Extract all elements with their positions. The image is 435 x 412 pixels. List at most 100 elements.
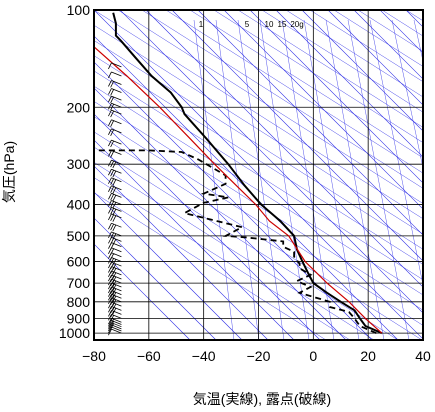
dry-adiabat-line bbox=[353, 10, 423, 80]
x-tick-label: −80 bbox=[82, 348, 106, 364]
wind-barb bbox=[108, 237, 122, 246]
y-axis-label: 気圧(hPa) bbox=[1, 141, 17, 203]
wind-barb bbox=[108, 200, 122, 209]
mixing-ratio-line bbox=[391, 19, 423, 170]
x-axis-label: 気温(実線), 露点(破線) bbox=[193, 391, 331, 407]
mixing-ratio-labels: 1 5 10 15 20g bbox=[199, 20, 304, 29]
x-tick-label: −40 bbox=[192, 348, 216, 364]
dry-adiabat-line bbox=[301, 10, 423, 132]
wind-barb bbox=[108, 278, 122, 288]
wind-barb bbox=[108, 88, 122, 96]
wind-barb bbox=[108, 139, 122, 148]
mixing-ratio-label: 1 bbox=[199, 20, 204, 29]
dry-adiabat-line bbox=[94, 35, 399, 340]
dry-adiabat-line bbox=[94, 191, 243, 340]
dry-adiabat-line bbox=[171, 10, 423, 262]
moist-adiabat-line bbox=[381, 10, 423, 37]
wind-barb bbox=[108, 293, 122, 303]
wind-barb bbox=[108, 282, 122, 292]
wind-barb bbox=[108, 317, 122, 326]
moist-adiabat-line bbox=[94, 177, 351, 340]
mixing-ratio-label: 10 bbox=[265, 20, 274, 29]
moist-adiabat-line bbox=[309, 10, 423, 83]
wind-barb bbox=[108, 301, 122, 311]
y-tick-label: 800 bbox=[67, 294, 91, 310]
mixing-ratio-line bbox=[237, 19, 285, 340]
y-tick-label: 400 bbox=[67, 197, 91, 213]
moist-adiabat-line bbox=[285, 10, 423, 98]
wind-barb bbox=[108, 231, 122, 240]
wind-barb bbox=[108, 128, 122, 136]
wind-barb bbox=[108, 71, 122, 79]
wind-barb bbox=[108, 247, 122, 255]
moist-adiabat-line bbox=[333, 10, 423, 67]
dry-adiabat-line bbox=[275, 10, 423, 158]
wind-barb bbox=[108, 270, 122, 279]
moist-adiabat-line bbox=[94, 10, 423, 220]
x-axis-ticks: −80 −60 −40 −20 0 20 40 bbox=[82, 348, 431, 364]
moist-adiabat-line bbox=[237, 10, 423, 128]
moist-adiabat-line bbox=[261, 10, 423, 113]
moist-adiabat-line bbox=[94, 192, 327, 340]
x-tick-label: 20 bbox=[360, 348, 376, 364]
moist-adiabat-line bbox=[94, 24, 423, 235]
wind-barb bbox=[108, 62, 122, 70]
wind-barb bbox=[108, 326, 122, 334]
moist-adiabat-line bbox=[94, 146, 399, 340]
wind-barb bbox=[108, 95, 122, 104]
dry-adiabat-line bbox=[94, 10, 423, 340]
wind-barb bbox=[108, 328, 122, 336]
mixing-ratio-line bbox=[303, 19, 360, 340]
x-tick-label: 0 bbox=[309, 348, 317, 364]
mixing-ratio-line bbox=[215, 19, 260, 340]
dry-adiabat-line bbox=[94, 217, 217, 340]
wind-barb bbox=[108, 192, 122, 202]
temperature-line bbox=[112, 12, 383, 335]
moist-adiabat-line bbox=[94, 116, 423, 326]
wind-barb bbox=[108, 274, 122, 284]
wind-barb bbox=[108, 320, 122, 328]
mixing-ratio-line bbox=[281, 19, 335, 340]
wind-barb bbox=[108, 305, 122, 315]
wind-barb bbox=[108, 168, 122, 178]
background-lines bbox=[94, 10, 435, 340]
wind-barb bbox=[108, 266, 122, 275]
moist-adiabat-line bbox=[165, 10, 423, 174]
y-tick-label: 500 bbox=[67, 228, 91, 244]
mixing-ratio-line bbox=[369, 19, 423, 287]
wind-barb bbox=[108, 297, 122, 306]
wind-barb bbox=[108, 290, 122, 299]
moist-adiabat-line bbox=[213, 10, 423, 143]
x-tick-label: 40 bbox=[415, 348, 431, 364]
y-tick-label: 200 bbox=[67, 99, 91, 115]
mixing-ratio-line bbox=[193, 19, 235, 340]
wind-barb bbox=[108, 177, 122, 186]
mixing-ratio-label: 5 bbox=[245, 20, 250, 29]
wind-barb bbox=[108, 150, 122, 158]
y-tick-label: 900 bbox=[67, 310, 91, 326]
moist-adiabat-line bbox=[94, 162, 375, 340]
moist-adiabat-line bbox=[94, 85, 423, 296]
wind-barb bbox=[108, 109, 122, 118]
dry-adiabat-line bbox=[223, 10, 423, 210]
dry-adiabat-line bbox=[94, 165, 269, 340]
dry-adiabat-line bbox=[145, 10, 423, 288]
moist-adiabat-line bbox=[430, 10, 435, 340]
wind-barb bbox=[108, 286, 122, 295]
mixing-ratio-line bbox=[325, 19, 385, 340]
mixing-ratio-label: 15 bbox=[278, 20, 287, 29]
mixing-ratio-line bbox=[413, 19, 423, 63]
wind-barb bbox=[108, 313, 122, 322]
plot-frame bbox=[93, 9, 424, 341]
moist-adiabat-line bbox=[94, 70, 423, 281]
moist-adiabat-line bbox=[141, 10, 423, 189]
wind-barb bbox=[108, 159, 122, 169]
wind-barb bbox=[108, 213, 122, 222]
mixing-ratio-line bbox=[259, 19, 310, 340]
wind-barb bbox=[108, 102, 122, 111]
mixing-ratio-line bbox=[347, 19, 410, 340]
dry-adiabat-line bbox=[405, 10, 423, 28]
dry-adiabat-line bbox=[119, 10, 423, 314]
